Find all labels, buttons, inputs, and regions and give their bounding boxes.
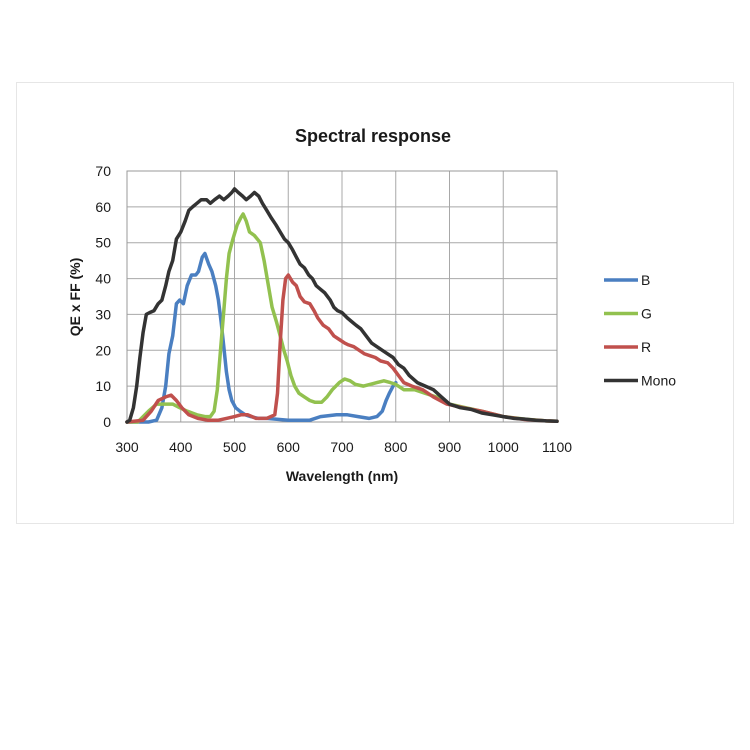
series-line-mono [125, 187, 559, 424]
series-line-g [125, 212, 559, 424]
legend-label-b: B [641, 272, 650, 288]
y-tick-label: 30 [95, 306, 111, 322]
x-tick-label: 800 [384, 439, 408, 455]
x-tick-label: 700 [330, 439, 354, 455]
y-tick-label: 0 [103, 414, 111, 430]
x-tick-label: 400 [169, 439, 193, 455]
y-axis-ticks: 0 10 20 30 40 50 60 70 [95, 163, 111, 430]
x-tick-label: 600 [277, 439, 301, 455]
y-tick-label: 10 [95, 378, 111, 394]
series-line-b [125, 251, 398, 424]
legend-label-g: G [641, 306, 652, 322]
legend-label-mono: Mono [641, 373, 676, 389]
figure-frame [16, 82, 734, 524]
y-tick-label: 20 [95, 342, 111, 358]
y-tick-label: 40 [95, 271, 111, 287]
x-tick-label: 300 [115, 439, 139, 455]
x-axis-label: Wavelength (nm) [286, 468, 398, 484]
series-line-r [125, 273, 559, 424]
x-tick-label: 500 [223, 439, 247, 455]
chart-title: Spectral response [295, 126, 451, 146]
x-axis-ticks: 300 400 500 600 700 800 900 1000 1100 [115, 439, 572, 455]
y-tick-label: 70 [95, 163, 111, 179]
plot-area-border [126, 170, 558, 423]
y-axis-label: QE x FF (%) [67, 258, 83, 337]
series-lines [125, 187, 559, 424]
x-tick-label: 900 [438, 439, 462, 455]
y-tick-label: 60 [95, 199, 111, 215]
x-tick-label: 1100 [542, 439, 572, 455]
x-tick-label: 1000 [488, 439, 519, 455]
legend: B G R Mono [604, 272, 676, 389]
legend-label-r: R [641, 339, 651, 355]
y-tick-label: 50 [95, 235, 111, 251]
